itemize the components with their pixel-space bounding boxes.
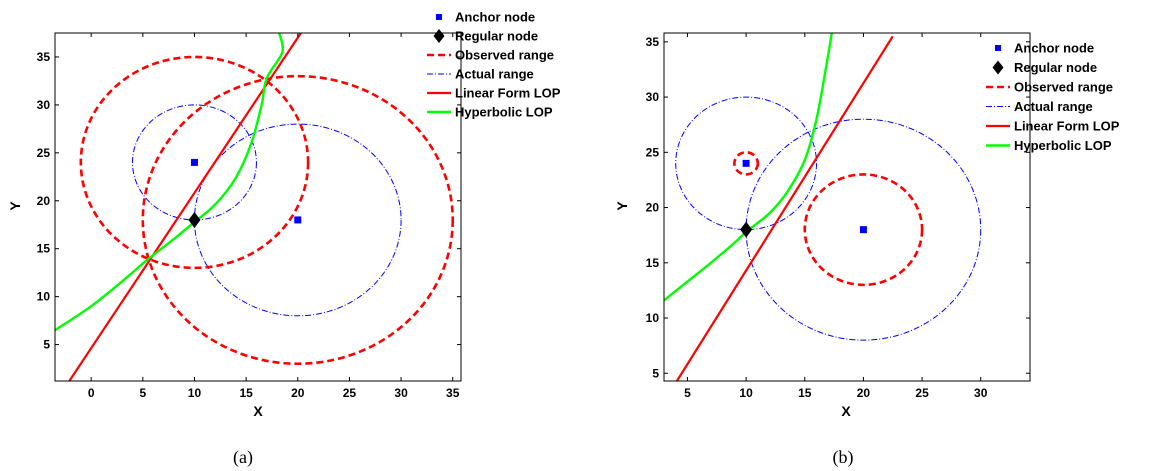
chart-a-xlabel: X bbox=[253, 403, 263, 419]
chart-b-series-group bbox=[664, 33, 982, 381]
chart-b-xtick-label: 25 bbox=[915, 386, 929, 400]
chart-a-legend-label: Actual range bbox=[455, 67, 534, 82]
chart-a-xtick-label: 10 bbox=[188, 386, 202, 400]
chart-a-linear-lop bbox=[67, 33, 302, 381]
chart-a-axes: 0 5 10 15 20 25 30 35 5 10 15 20 25 30 35 bbox=[37, 32, 462, 400]
chart-a-xtick-label: 20 bbox=[291, 386, 305, 400]
chart-a-observed-range-2 bbox=[141, 74, 455, 366]
chart-b-legend-regular-swatch bbox=[992, 60, 1004, 75]
chart-a-xtick-label: 35 bbox=[446, 386, 460, 400]
chart-a-ytick-label: 25 bbox=[37, 146, 51, 160]
chart-b-caption: (b) bbox=[833, 447, 854, 468]
chart-b: 5 10 15 20 25 30 5 10 15 20 25 30 35 Anchor node Regu… bbox=[646, 32, 1120, 400]
chart-b-ytick-label: 20 bbox=[646, 201, 660, 215]
chart-b-anchor-point-2 bbox=[859, 226, 867, 234]
chart-b-legend-label: Linear Form LOP bbox=[1014, 119, 1120, 134]
chart-b-axes: 5 10 15 20 25 30 5 10 15 20 25 30 35 bbox=[646, 32, 1031, 400]
chart-a-xtick-label: 0 bbox=[88, 386, 95, 400]
chart-a-xtick-label: 30 bbox=[394, 386, 408, 400]
chart-a-anchor-point-1 bbox=[190, 158, 198, 166]
chart-a-ytick-label: 15 bbox=[37, 242, 51, 256]
chart-b-legend-label: Hyperbolic LOP bbox=[1014, 138, 1112, 153]
chart-a-caption: (a) bbox=[233, 447, 253, 468]
chart-a-legend: Anchor node Regular node Observed range Act… bbox=[427, 10, 561, 120]
chart-a-xtick-label: 15 bbox=[239, 386, 253, 400]
chart-a-hyperbolic-lop bbox=[55, 33, 284, 332]
chart-a-anchor-point-2 bbox=[294, 216, 302, 224]
chart-b-axes-box bbox=[663, 32, 1031, 382]
chart-b-ytick-label: 15 bbox=[646, 256, 660, 270]
chart-b-plot-area bbox=[664, 33, 982, 381]
chart-b-xtick-label: 20 bbox=[857, 386, 871, 400]
chart-b-xtick-label: 30 bbox=[974, 386, 988, 400]
chart-a-ytick-label: 20 bbox=[37, 194, 51, 208]
chart-a-ytick-label: 30 bbox=[37, 98, 51, 112]
chart-b-ytick-label: 5 bbox=[652, 366, 659, 380]
chart-b-linear-lop bbox=[675, 35, 894, 381]
chart-a-regular-node-point bbox=[188, 211, 201, 228]
chart-a-legend-regular-swatch bbox=[433, 29, 445, 43]
chart-a-ytick-label: 35 bbox=[37, 50, 51, 64]
chart-a-legend-label: Linear Form LOP bbox=[455, 86, 561, 101]
chart-a-series-group bbox=[55, 33, 455, 381]
chart-a-axes-box bbox=[54, 32, 462, 382]
chart-b-xtick-label: 5 bbox=[684, 386, 691, 400]
chart-b-observed-range-2 bbox=[803, 173, 924, 287]
chart-a-legend-label: Regular node bbox=[455, 29, 538, 44]
chart-a-observed-range-1 bbox=[79, 55, 310, 270]
chart-b-xtick-label: 10 bbox=[739, 386, 753, 400]
chart-b-xlabel: X bbox=[841, 403, 851, 419]
chart-b-legend-label: Regular node bbox=[1014, 60, 1097, 75]
chart-b-ytick-label: 25 bbox=[646, 145, 660, 159]
chart-b-xtick-label: 15 bbox=[798, 386, 812, 400]
chart-a-ylabel: Y bbox=[7, 201, 23, 211]
chart-a-xtick-label: 25 bbox=[343, 386, 357, 400]
chart-b-regular-node-point bbox=[740, 221, 753, 238]
chart-b-legend-label: Anchor node bbox=[1014, 41, 1094, 56]
chart-b-legend-anchor-swatch bbox=[995, 45, 1001, 51]
chart-a-ytick-label: 10 bbox=[37, 290, 51, 304]
chart-b-ytick-label: 10 bbox=[646, 311, 660, 325]
chart-b-observed-range-1 bbox=[733, 151, 760, 176]
chart-a-legend-label: Anchor node bbox=[455, 10, 535, 25]
chart-b-hyperbolic-lop bbox=[664, 33, 833, 302]
chart-a-ytick-label: 5 bbox=[43, 338, 50, 352]
chart-a-legend-label: Observed range bbox=[455, 48, 554, 63]
chart-b-anchor-point-1 bbox=[742, 159, 750, 167]
chart-a-legend-anchor-swatch bbox=[436, 14, 442, 20]
chart-a-xtick-label: 5 bbox=[139, 386, 146, 400]
chart-b-ytick-label: 35 bbox=[646, 35, 660, 49]
chart-b-ytick-label: 30 bbox=[646, 90, 660, 104]
chart-b-legend-label: Actual range bbox=[1014, 99, 1093, 114]
chart-a-legend-label: Hyperbolic LOP bbox=[455, 105, 553, 120]
chart-b-legend: Anchor node Regular node Observed range Act… bbox=[986, 41, 1120, 153]
chart-a-plot-area bbox=[55, 33, 455, 381]
chart-a: 0 5 10 15 20 25 30 35 5 10 15 20 25 30 35 Anchor node R… bbox=[37, 10, 561, 401]
chart-b-ylabel: Y bbox=[614, 201, 630, 211]
chart-b-legend-label: Observed range bbox=[1014, 80, 1113, 95]
